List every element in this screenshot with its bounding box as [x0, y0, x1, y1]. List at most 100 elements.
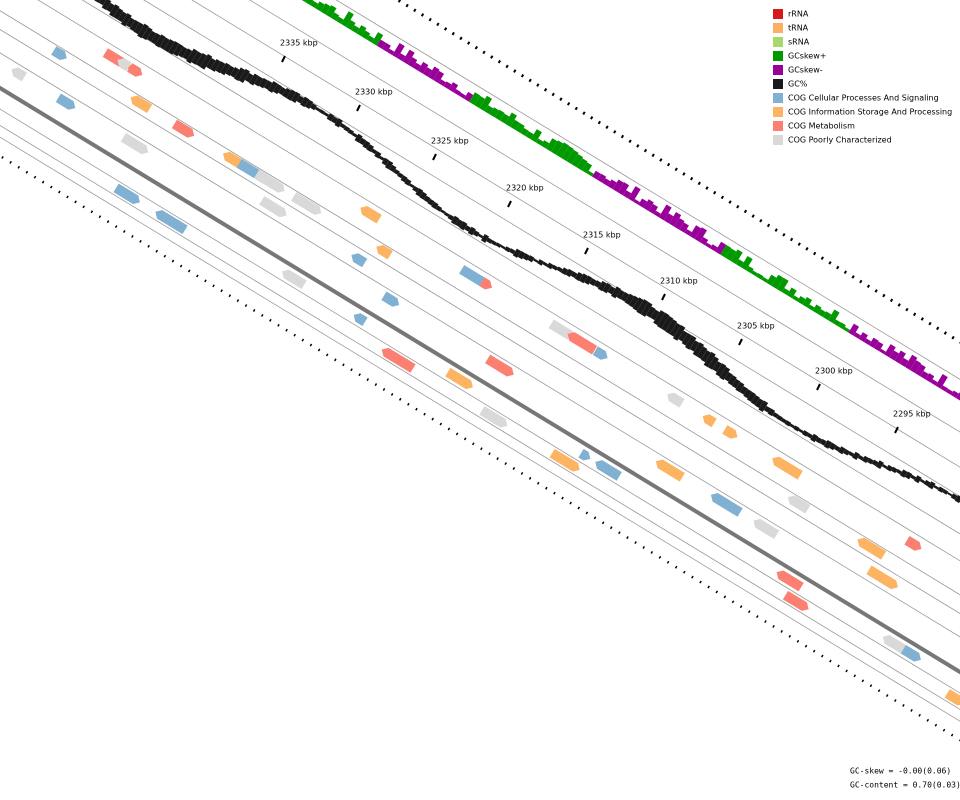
gc-content-bar [542, 261, 549, 267]
gc-content-bar [933, 485, 940, 490]
gc-skew-bar [751, 270, 758, 277]
gc-skew-bar [438, 79, 446, 87]
gc-skew-bar [469, 92, 481, 105]
gc-skew-bar [453, 88, 462, 96]
legend-swatch [773, 121, 783, 131]
gc-content-bar [182, 48, 193, 60]
ring-line [0, 124, 960, 710]
gc-content-bar [440, 209, 446, 214]
gc-skew-bar [643, 199, 654, 211]
gc-skew-bar [725, 248, 737, 261]
gc-content-bar [696, 346, 708, 360]
cog-feature [171, 119, 195, 138]
gc-content-bar [272, 83, 282, 95]
gc-content-bar [624, 293, 635, 305]
legend-label: tRNA [788, 24, 809, 33]
gc-content-bar [527, 255, 535, 263]
major-tick [738, 338, 743, 346]
gc-content-bar [620, 291, 630, 302]
gc-content-bar [806, 432, 813, 439]
gc-skew-bar [920, 370, 929, 380]
backbone [0, 85, 960, 675]
gc-skew-bar [874, 341, 884, 352]
gc-skew-bar [945, 388, 953, 395]
gc-content-bar [886, 464, 893, 472]
gc-skew-bar [699, 236, 709, 246]
gc-content-bar [923, 479, 931, 487]
gc-content-bar [334, 118, 343, 128]
gc-content-bar [472, 230, 480, 237]
major-tick [894, 426, 899, 434]
gc-content-bar [504, 246, 511, 253]
gc-skew-bar [950, 390, 959, 399]
cog-feature [485, 354, 514, 377]
gc-content-bar [351, 132, 358, 138]
gc-content-bar [159, 37, 170, 50]
gc-skew-bar [402, 49, 415, 65]
gc-content-bar [665, 319, 678, 335]
gc-content-bar [512, 248, 522, 258]
gc-content-bar [793, 425, 800, 432]
gc-content-bar [500, 244, 506, 250]
gc-content-bar [331, 116, 339, 124]
gc-skew-bar [587, 170, 594, 177]
gc-content-bar [798, 428, 804, 434]
cog-feature [120, 133, 149, 155]
gc-skew-bar [335, 16, 344, 24]
gc-content-bar [94, 0, 101, 3]
gc-skew-bar [489, 107, 500, 118]
scale-label: 2335 kbp [280, 39, 318, 48]
gc-skew-bar [730, 249, 743, 264]
cog-feature [254, 169, 285, 193]
legend-swatch [773, 65, 783, 75]
gc-skew-bar [812, 304, 822, 314]
gc-skew-bar [361, 30, 371, 40]
gc-content-bar [937, 486, 945, 493]
cog-feature [479, 406, 508, 428]
cog-feature [155, 210, 188, 235]
gc-content-bar [267, 81, 278, 93]
gc-content-bar [597, 280, 607, 292]
legend-label: sRNA [788, 38, 810, 47]
legend-label: COG Cellular Processes And Signaling [788, 94, 939, 103]
gc-skew-bar [868, 337, 879, 349]
gc-content-bar [447, 214, 455, 221]
gc-content-bar [650, 309, 660, 321]
gc-content-bar [724, 372, 733, 382]
gc-content-bar [881, 463, 888, 469]
legend-swatch [773, 51, 783, 61]
gc-content-bar [286, 89, 296, 101]
cog-feature [376, 245, 393, 260]
gc-content-bar [374, 151, 382, 159]
gc-skew-bar [786, 287, 797, 299]
legend-swatch [773, 37, 783, 47]
gc-content-bar [947, 492, 953, 497]
gc-content-bar [678, 330, 688, 342]
gc-content-bar [919, 478, 926, 484]
gc-content-bar [719, 366, 731, 381]
gc-content-bar [354, 133, 363, 143]
gc-content-bar [689, 340, 700, 352]
gc-content-bar [435, 205, 443, 212]
gc-skew-bar [479, 95, 493, 112]
gc-content-bar [896, 469, 903, 475]
gc-content-bar [802, 430, 809, 437]
cog-feature [51, 46, 67, 61]
gc-content-bar [810, 433, 819, 443]
gc-content-bar [579, 273, 588, 284]
gc-content-bar [772, 412, 779, 419]
cog-feature [667, 392, 685, 408]
gc-content-bar [343, 125, 350, 132]
gc-content-bar [646, 306, 656, 318]
gc-content-bar [248, 73, 259, 86]
gc-content-bar [611, 286, 622, 299]
gc-skew-bar [515, 122, 525, 134]
gc-content-bar [459, 221, 468, 231]
scale-label: 2295 kbp [893, 410, 931, 419]
gc-skew-bar [494, 109, 505, 121]
gc-skew-bar [433, 70, 445, 84]
gc-content-bar [628, 295, 639, 308]
gc-content-bar [533, 258, 539, 263]
gc-content-bar [495, 242, 502, 248]
gc-skew-bar [776, 277, 789, 293]
